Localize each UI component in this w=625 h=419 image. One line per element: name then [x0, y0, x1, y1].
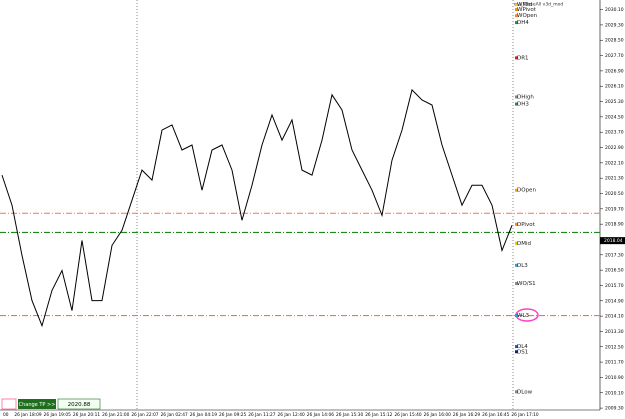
level-label: DPivot: [517, 222, 536, 228]
level-marker: [515, 282, 518, 286]
level-marker: [515, 350, 518, 354]
y-tick-label: 2019.70: [605, 206, 624, 212]
level-label: WMid: [517, 2, 532, 8]
level-marker: [515, 95, 518, 99]
level-marker: [515, 390, 518, 394]
level-marker: [515, 345, 518, 349]
level-label: DS1: [517, 349, 528, 355]
y-tick-label: 2018.90: [605, 222, 624, 228]
x-tick-label: 26 Jan 17:10: [511, 412, 538, 418]
x-tick-label: 26 Jan 20:11: [73, 412, 100, 418]
current-price-box: [600, 237, 625, 245]
change-tp-button[interactable]: [18, 399, 56, 409]
level-label: DLow: [517, 389, 533, 395]
x-tick-label: 26 Jan 18:09: [14, 412, 41, 418]
x-tick-label: 00: [3, 412, 9, 418]
y-tick-label: 2015.70: [605, 283, 624, 289]
y-tick-label: 2021.30: [605, 176, 624, 182]
y-tick-label: 2011.70: [605, 360, 624, 366]
level-marker: [515, 314, 518, 318]
x-tick-label: 26 Jan 22:07: [131, 412, 158, 418]
level-marker: [515, 188, 518, 192]
y-tick-label: 2013.30: [605, 329, 624, 335]
x-tick-label: 26 Jan 16:45: [482, 412, 509, 418]
x-tick-label: 26 Jan 15:30: [336, 412, 363, 418]
current-price-label: 2018.04: [604, 238, 623, 244]
x-tick-label: 26 Jan 12:40: [278, 412, 305, 418]
y-tick-label: 2025.30: [605, 99, 624, 105]
level-label: DR1: [517, 55, 529, 61]
y-tick-label: 2027.70: [605, 53, 624, 59]
y-tick-label: 2022.90: [605, 145, 624, 151]
y-tick-label: 2012.50: [605, 344, 624, 350]
x-tick-label: 26 Jan 04:19: [190, 412, 217, 418]
x-tick-label: 26 Jan 15:12: [365, 412, 392, 418]
level-label: DH3: [517, 102, 529, 108]
level-label: DL3: [517, 263, 528, 269]
level-label: WL3: [517, 313, 530, 319]
level-marker: [515, 241, 518, 245]
level-marker: [515, 222, 518, 226]
level-marker: [515, 21, 518, 25]
level-label: WOpen: [517, 13, 538, 19]
level-marker: [515, 8, 518, 12]
level-label: WO/S1: [517, 281, 536, 287]
y-tick-label: 2017.30: [605, 252, 624, 258]
x-tick-label: 26 Jan 14:06: [307, 412, 334, 418]
price-line: [1, 88, 513, 328]
y-tick-label: 2028.50: [605, 38, 624, 44]
y-tick-label: 2014.90: [605, 298, 624, 304]
y-tick-label: 2024.50: [605, 114, 624, 120]
x-tick-label: 26 Jan 11:27: [248, 412, 275, 418]
y-tick-label: 2016.50: [605, 268, 624, 274]
level-marker: [515, 3, 518, 7]
y-tick-label: 2026.10: [605, 84, 624, 90]
level-label: DHigh: [517, 94, 534, 100]
button-label: Change TP >>: [19, 402, 56, 408]
input-value: 2020.88: [68, 402, 91, 408]
level-marker: [515, 102, 518, 106]
tp-input[interactable]: [57, 398, 101, 410]
x-tick-label: 26 Jan 15:40: [394, 412, 421, 418]
x-tick-label: 26 Jan 16:29: [453, 412, 480, 418]
y-tick-label: 2014.10: [605, 314, 624, 320]
level-marker: [515, 263, 518, 267]
y-tick-label: 2022.10: [605, 160, 624, 166]
level-marker: [515, 14, 518, 18]
y-tick-label: 2029.30: [605, 22, 624, 28]
y-tick-label: 2020.50: [605, 191, 624, 197]
y-tick-label: 2010.90: [605, 375, 624, 381]
x-tick-label: 26 Jan 02:47: [161, 412, 188, 418]
level-label: DH4: [517, 20, 529, 26]
chart-title: ma_CloseAll v3d_mod: [514, 2, 563, 8]
level-label: DOpen: [517, 188, 536, 194]
x-tick-label: 26 Jan 19:05: [44, 412, 71, 418]
level-marker: [515, 56, 518, 60]
y-tick-label: 2009.30: [605, 406, 624, 412]
x-tick-label: 26 Jan 16:00: [424, 412, 451, 418]
y-tick-label: 2023.70: [605, 130, 624, 136]
small-box[interactable]: [1, 398, 17, 410]
y-tick-label: 2030.10: [605, 7, 624, 13]
y-tick-label: 2026.90: [605, 68, 624, 74]
level-label: DL4: [517, 344, 528, 350]
level-label: DMid: [517, 241, 531, 247]
x-tick-label: 26 Jan 09:25: [219, 412, 246, 418]
y-tick-label: 2010.10: [605, 390, 624, 396]
x-tick-label: 26 Jan 21:00: [102, 412, 129, 418]
level-label: WPivot: [517, 7, 537, 13]
